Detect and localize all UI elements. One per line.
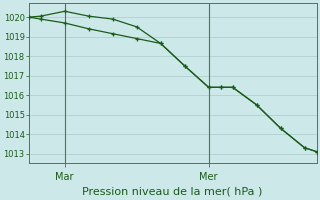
X-axis label: Pression niveau de la mer( hPa ): Pression niveau de la mer( hPa ) (83, 187, 263, 197)
